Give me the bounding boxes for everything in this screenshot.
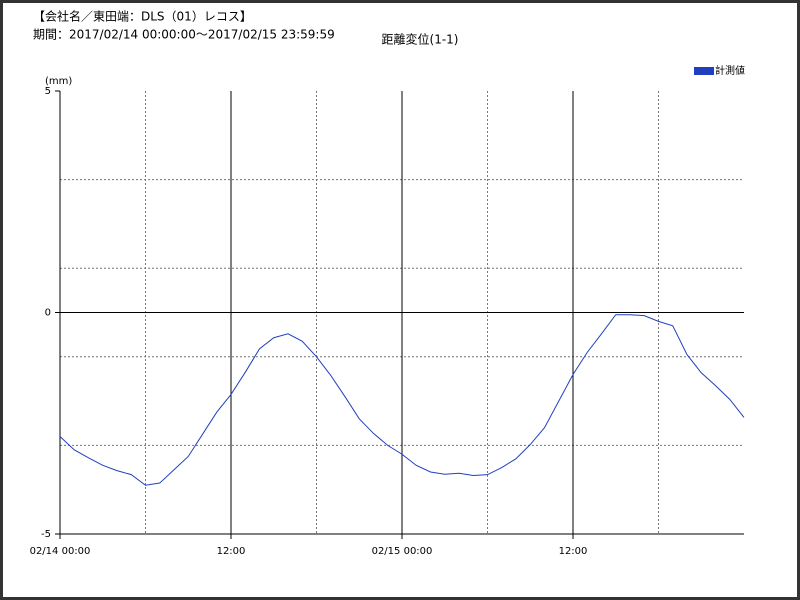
legend-swatch: [694, 67, 714, 75]
y-axis-label: (mm): [45, 76, 72, 87]
x-tick-label: 02/14 00:00: [30, 546, 91, 557]
chart: 【会社名／東田端：DLS（01）レコス】 期間：2017/02/14 00:00…: [30, 9, 745, 558]
y-tick-label: 0: [45, 308, 51, 319]
x-tick-label: 12:00: [217, 546, 246, 557]
company-title: 【会社名／東田端：DLS（01）レコス】: [33, 9, 252, 24]
y-tick-label: -5: [41, 529, 51, 540]
x-tick-label: 02/15 00:00: [372, 546, 433, 557]
y-tick-label: 5: [45, 86, 51, 97]
x-tick-label: 12:00: [559, 546, 588, 557]
chart-title: 距離変位(1-1): [382, 32, 459, 47]
period: 期間：2017/02/14 00:00:00～2017/02/15 23:59:…: [33, 28, 335, 42]
legend-label: 計測値: [715, 64, 745, 77]
data-line: [59, 314, 745, 486]
